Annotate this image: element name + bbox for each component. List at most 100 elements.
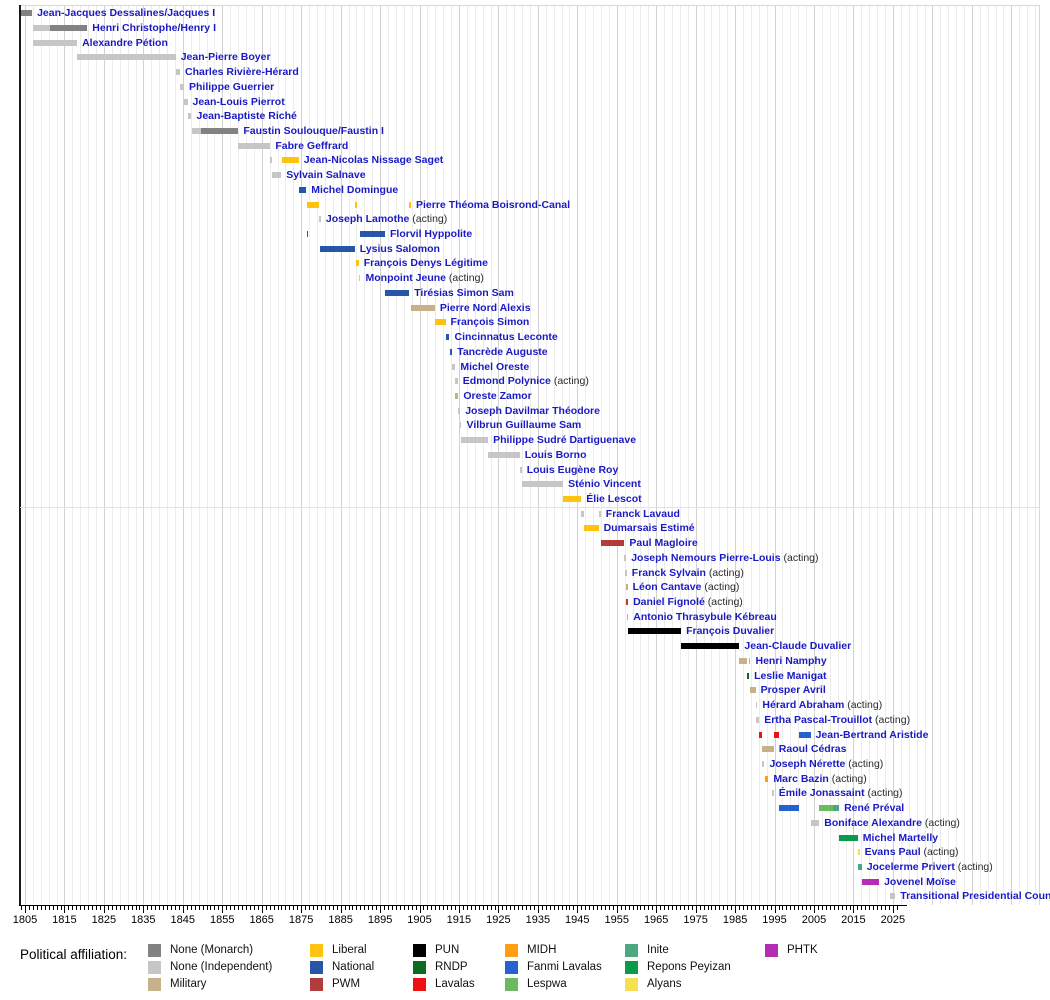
leader-name-link[interactable]: Joseph Nérette xyxy=(769,757,846,770)
leader-name-link[interactable]: Jean-Pierre Boyer xyxy=(180,51,271,64)
gridline xyxy=(821,5,823,905)
leader-name-link[interactable]: Joseph Davilmar Théodore xyxy=(465,404,600,417)
leader-name-link[interactable]: Edmond Polynice xyxy=(462,375,551,388)
leader-name-link[interactable]: Tancrède Auguste xyxy=(457,345,548,358)
gridline xyxy=(900,5,902,905)
gridline xyxy=(96,5,97,905)
leader-name-link[interactable]: Franck Sylvain xyxy=(631,566,706,579)
leader-name-link[interactable]: Faustin Soulouque/Faustin I xyxy=(243,125,384,137)
gridline xyxy=(530,5,531,905)
leader-name-link[interactable]: Louis Eugène Roy xyxy=(526,463,619,476)
gridline xyxy=(174,5,176,905)
leader-name-link[interactable]: Philippe Guerrier xyxy=(189,80,275,93)
axis-year-label: 1955 xyxy=(604,914,630,926)
leader-name-link[interactable]: Franck Lavaud xyxy=(605,507,680,520)
leader-name-link[interactable]: Raoul Cédras xyxy=(778,743,847,756)
leader-name-link[interactable]: François Denys Légitime xyxy=(363,257,488,270)
leader-label: Marc Bazin (acting) xyxy=(773,772,866,786)
leader-name-link[interactable]: Jean-Bertrand Aristide xyxy=(815,728,929,741)
leader-name-link[interactable]: Philippe Sudré Dartiguenave xyxy=(493,434,637,447)
leader-name-link[interactable]: Jean-Jacques Dessalines/Jacques I xyxy=(37,7,216,20)
axis-tick xyxy=(376,906,378,910)
leader-name-link[interactable]: Pierre Théoma Boisrond-Canal xyxy=(416,198,571,211)
term-bar xyxy=(810,819,820,826)
gridline xyxy=(640,5,642,905)
axis-tick xyxy=(778,906,780,910)
leader-name-link[interactable]: Tirésias Simon Sam xyxy=(414,286,514,299)
leader-name-link[interactable]: Ertha Pascal-Trouillot xyxy=(764,713,873,726)
leader-name-link[interactable]: René Préval xyxy=(844,802,905,815)
leader-name-link[interactable]: Evans Paul xyxy=(864,846,921,859)
leader-name-link[interactable]: Henri Christophe/Henry I xyxy=(92,21,216,34)
leader-name-link[interactable]: Monpoint Jeune xyxy=(365,272,447,285)
leader-name-link[interactable]: Louis Borno xyxy=(524,448,587,461)
axis-tick xyxy=(123,906,125,910)
leader-name-link[interactable]: Henri Namphy xyxy=(755,654,827,667)
axis-tick xyxy=(782,906,784,910)
axis-tick xyxy=(147,906,149,910)
leader-name-link[interactable]: Vilbrun Guillaume Sam xyxy=(466,419,582,432)
leader-name-link[interactable]: Jean-Baptiste Riché xyxy=(196,110,297,123)
leader-name-link[interactable]: Leslie Manigat xyxy=(754,669,827,682)
leader-name-link[interactable]: Cincinnatus Leconte xyxy=(454,331,558,343)
leader-name-link[interactable]: Florvil Hyppolite xyxy=(390,228,473,240)
timeline-row: Charles Rivière-Hérard xyxy=(0,65,1050,80)
axis-tick xyxy=(774,906,776,913)
gridline xyxy=(32,5,34,905)
leader-name-link[interactable]: François Duvalier xyxy=(686,625,775,638)
axis-tick xyxy=(21,906,23,910)
leader-name-link[interactable]: Hérard Abraham xyxy=(762,699,845,711)
leader-name-link[interactable]: Jean-Claude Duvalier xyxy=(744,640,852,653)
leader-name-link[interactable]: Émile Jonassaint xyxy=(778,787,865,800)
leader-name-link[interactable]: Pierre Nord Alexis xyxy=(439,301,531,314)
legend-swatch-pwm xyxy=(310,978,323,991)
axis-tick xyxy=(833,906,835,910)
leader-name-link[interactable]: Lysius Salomon xyxy=(359,242,440,255)
axis-tick xyxy=(25,906,26,913)
axis-tick xyxy=(802,906,804,910)
leader-name-link[interactable]: Oreste Zamor xyxy=(463,389,532,402)
gridline xyxy=(522,5,524,905)
leader-name-link[interactable]: Joseph Nemours Pierre-Louis xyxy=(631,551,781,564)
leader-name-link[interactable]: Jovenel Moïse xyxy=(884,875,956,888)
axis-tick xyxy=(305,906,307,910)
legend-label-national: National xyxy=(332,961,375,973)
leader-name-link[interactable]: Michel Oreste xyxy=(460,360,530,373)
leader-name-link[interactable]: Joseph Lamothe xyxy=(325,213,410,226)
leader-name-link[interactable]: Alexandre Pétion xyxy=(82,36,168,49)
leader-name-link[interactable]: Élie Lescot xyxy=(586,493,642,505)
leader-name-link[interactable]: Charles Rivière-Hérard xyxy=(185,66,299,79)
gridline xyxy=(1019,5,1021,905)
leader-name-link[interactable]: Michel Domingue xyxy=(311,183,399,196)
axis-tick xyxy=(581,906,583,910)
leader-name-link[interactable]: François Simon xyxy=(450,316,530,329)
timeline-row: Joseph Nemours Pierre-Louis (acting) xyxy=(0,551,1050,566)
leader-name-link[interactable]: Jean-Louis Pierrot xyxy=(192,95,285,108)
axis-tick xyxy=(182,906,184,913)
leader-name-link[interactable]: Transitional Presidential Council xyxy=(900,890,1050,903)
leader-name-link[interactable]: Dumarsais Estimé xyxy=(603,522,695,535)
gridline xyxy=(656,5,658,905)
leader-name-link[interactable]: Daniel Fignolé xyxy=(633,596,705,608)
leader-name-link[interactable]: Léon Cantave xyxy=(632,581,702,594)
term-bar xyxy=(583,525,599,532)
leader-name-link[interactable]: Fabre Geffrard xyxy=(275,139,349,152)
leader-name-link[interactable]: Prosper Avril xyxy=(760,684,826,697)
leader-name-link[interactable]: Sténio Vincent xyxy=(568,478,641,491)
term-bar xyxy=(773,731,779,738)
leader-name-link[interactable]: Boniface Alexandre xyxy=(824,816,922,829)
axis-tick xyxy=(553,906,555,910)
leader-name-link[interactable]: Michel Martelly xyxy=(862,831,939,844)
leader-name-link[interactable]: Jean-Nicolas Nissage Saget xyxy=(303,154,444,167)
axis-tick xyxy=(64,906,66,913)
axis-tick xyxy=(648,906,650,910)
leader-name-link[interactable]: Antonio Thrasybule Kébreau xyxy=(633,610,777,623)
leader-name-link[interactable]: Jocelerme Privert xyxy=(866,861,955,873)
timeline-row: Joseph Davilmar Théodore xyxy=(0,404,1050,419)
leader-name-link[interactable]: Paul Magloire xyxy=(629,537,698,550)
term-bar xyxy=(581,510,584,517)
gridline xyxy=(230,5,232,905)
leader-label: Jean-Claude Duvalier xyxy=(744,639,851,653)
leader-name-link[interactable]: Sylvain Salnave xyxy=(286,169,366,182)
leader-name-link[interactable]: Marc Bazin xyxy=(773,772,829,785)
